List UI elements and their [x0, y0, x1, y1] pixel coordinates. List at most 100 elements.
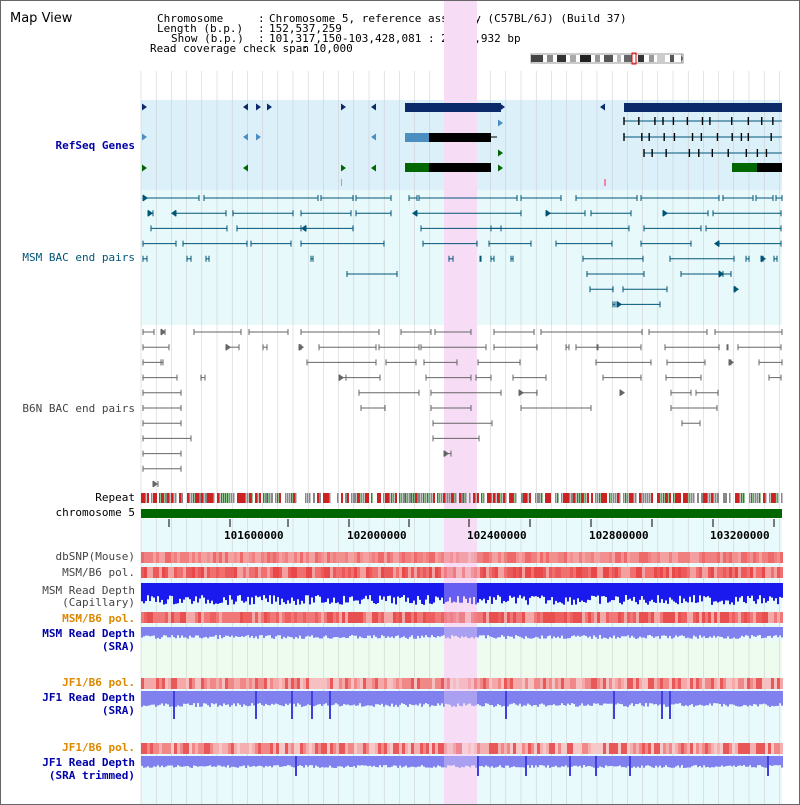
- jf1-sra-depth: [259, 691, 261, 704]
- jf1-sra-depth: [627, 691, 629, 707]
- msm-sra-depth: [753, 627, 755, 637]
- msm-cap-depth: [693, 583, 695, 596]
- msm-sra-depth: [771, 627, 773, 638]
- msm-cap-depth: [633, 583, 635, 597]
- jf1-trim-depth: [571, 756, 573, 767]
- repeat-feature: [705, 493, 707, 503]
- repeat-feature: [223, 493, 225, 503]
- msm-cap-depth: [521, 583, 523, 599]
- jf1-sra-depth: [473, 691, 475, 707]
- msm-cap-depth: [269, 583, 271, 596]
- jf1-trim-depth: [731, 756, 733, 767]
- dbsnp-strip: [234, 552, 237, 563]
- jf1-sra-depth: [641, 691, 643, 706]
- jf1-pol2-strip: [510, 743, 513, 754]
- msm-sra-depth: [199, 627, 201, 638]
- dbsnp-strip: [690, 552, 693, 563]
- msm-pol-strip: [759, 567, 762, 578]
- repeat-feature: [357, 493, 359, 503]
- msm-bac-pair-arrow: [761, 255, 766, 263]
- jf1-pol-strip: [672, 678, 675, 689]
- dbsnp-strip: [291, 552, 294, 563]
- jf1-trim-depth: [253, 756, 255, 766]
- msm-sra-depth: [559, 627, 561, 639]
- jf1-pol-strip: [573, 678, 576, 689]
- repeat-feature: [465, 493, 467, 503]
- msm-sra-depth: [481, 627, 483, 636]
- msm-sra-depth: [257, 627, 259, 639]
- dbsnp-strip: [663, 552, 666, 563]
- jf1-pol-strip: [567, 678, 570, 689]
- jf1-sra-depth: [777, 691, 779, 706]
- dbsnp-strip: [300, 552, 303, 563]
- jf1-pol-strip: [147, 678, 150, 689]
- repeat-feature: [307, 493, 309, 503]
- msm-pol2-strip: [183, 612, 186, 623]
- msm-sra-depth: [595, 627, 597, 638]
- msm-pol2-strip: [243, 612, 246, 623]
- msm-pol-strip: [270, 567, 273, 578]
- msm-pol-strip: [639, 567, 642, 578]
- msm-cap-depth: [631, 583, 633, 601]
- repeat-feature: [743, 493, 745, 503]
- msm-cap-depth: [193, 583, 195, 602]
- jf1-sra-depth: [211, 691, 213, 704]
- msm-pol-strip: [660, 567, 663, 578]
- jf1-trim-depth: [627, 756, 629, 767]
- jf1-pol-strip: [318, 678, 321, 689]
- msm-cap-depth: [369, 583, 371, 596]
- msm-pol2-strip: [717, 612, 720, 623]
- msm-pol-strip: [777, 567, 780, 578]
- repeat-feature: [169, 493, 171, 503]
- repeat-feature: [187, 493, 189, 503]
- jf1-sra-depth: [251, 691, 253, 704]
- msm-cap-depth: [421, 583, 423, 604]
- jf1-trim-depth: [411, 756, 413, 767]
- jf1-trim-depth: [407, 756, 409, 768]
- repeat-feature: [155, 493, 157, 503]
- jf1-sra-depth: [237, 691, 239, 704]
- jf1-sra-depth: [625, 691, 627, 707]
- msm-sra-depth: [435, 627, 437, 638]
- jf1-trim-depth: [439, 756, 441, 767]
- msm-sra-depth: [555, 627, 557, 638]
- msm-cap-depth: [451, 583, 453, 603]
- jf1-sra-depth: [759, 691, 761, 705]
- jf1-pol-strip: [447, 678, 450, 689]
- b6n-bac-pair-arrow: [153, 480, 158, 488]
- jf1-pol2-strip: [588, 743, 591, 754]
- jf1-pol2-strip: [534, 743, 537, 754]
- jf1-pol2-strip: [408, 743, 411, 754]
- dbsnp-strip: [558, 552, 561, 563]
- msm-pol2-strip: [579, 612, 582, 623]
- msm-pol-strip: [582, 567, 585, 578]
- msm-pol2-strip: [177, 612, 180, 623]
- jf1-pol-strip: [522, 678, 525, 689]
- b6n-bac-pair-arrow: [299, 343, 304, 351]
- jf1-trim-depth: [465, 756, 467, 766]
- jf1-pol2-strip: [321, 743, 324, 754]
- msm-pol2-strip: [267, 612, 270, 623]
- jf1-sra-depth: [585, 691, 587, 706]
- jf1-pol2-strip: [603, 743, 606, 754]
- msm-sra-depth: [731, 627, 733, 639]
- msm-cap-depth: [675, 583, 677, 603]
- repeat-feature: [405, 493, 407, 503]
- msm-sra-depth: [509, 627, 511, 637]
- msm-cap-depth: [629, 583, 631, 599]
- msm-cap-depth: [715, 583, 717, 602]
- msm-pol-strip: [432, 567, 435, 578]
- dbsnp-strip: [768, 552, 771, 563]
- jf1-sra-depth: [733, 691, 735, 705]
- msm-sra-depth: [651, 627, 653, 637]
- jf1-pol2-strip: [384, 743, 387, 754]
- msm-cap-depth: [411, 583, 413, 604]
- msm-sra-depth: [597, 627, 599, 639]
- jf1-pol-strip: [237, 678, 240, 689]
- msm-sra-depth: [695, 627, 697, 637]
- msm-pol2-strip: [483, 612, 486, 623]
- dbsnp-strip: [636, 552, 639, 563]
- dbsnp-strip: [645, 552, 648, 563]
- jf1-sra-depth: [337, 691, 339, 705]
